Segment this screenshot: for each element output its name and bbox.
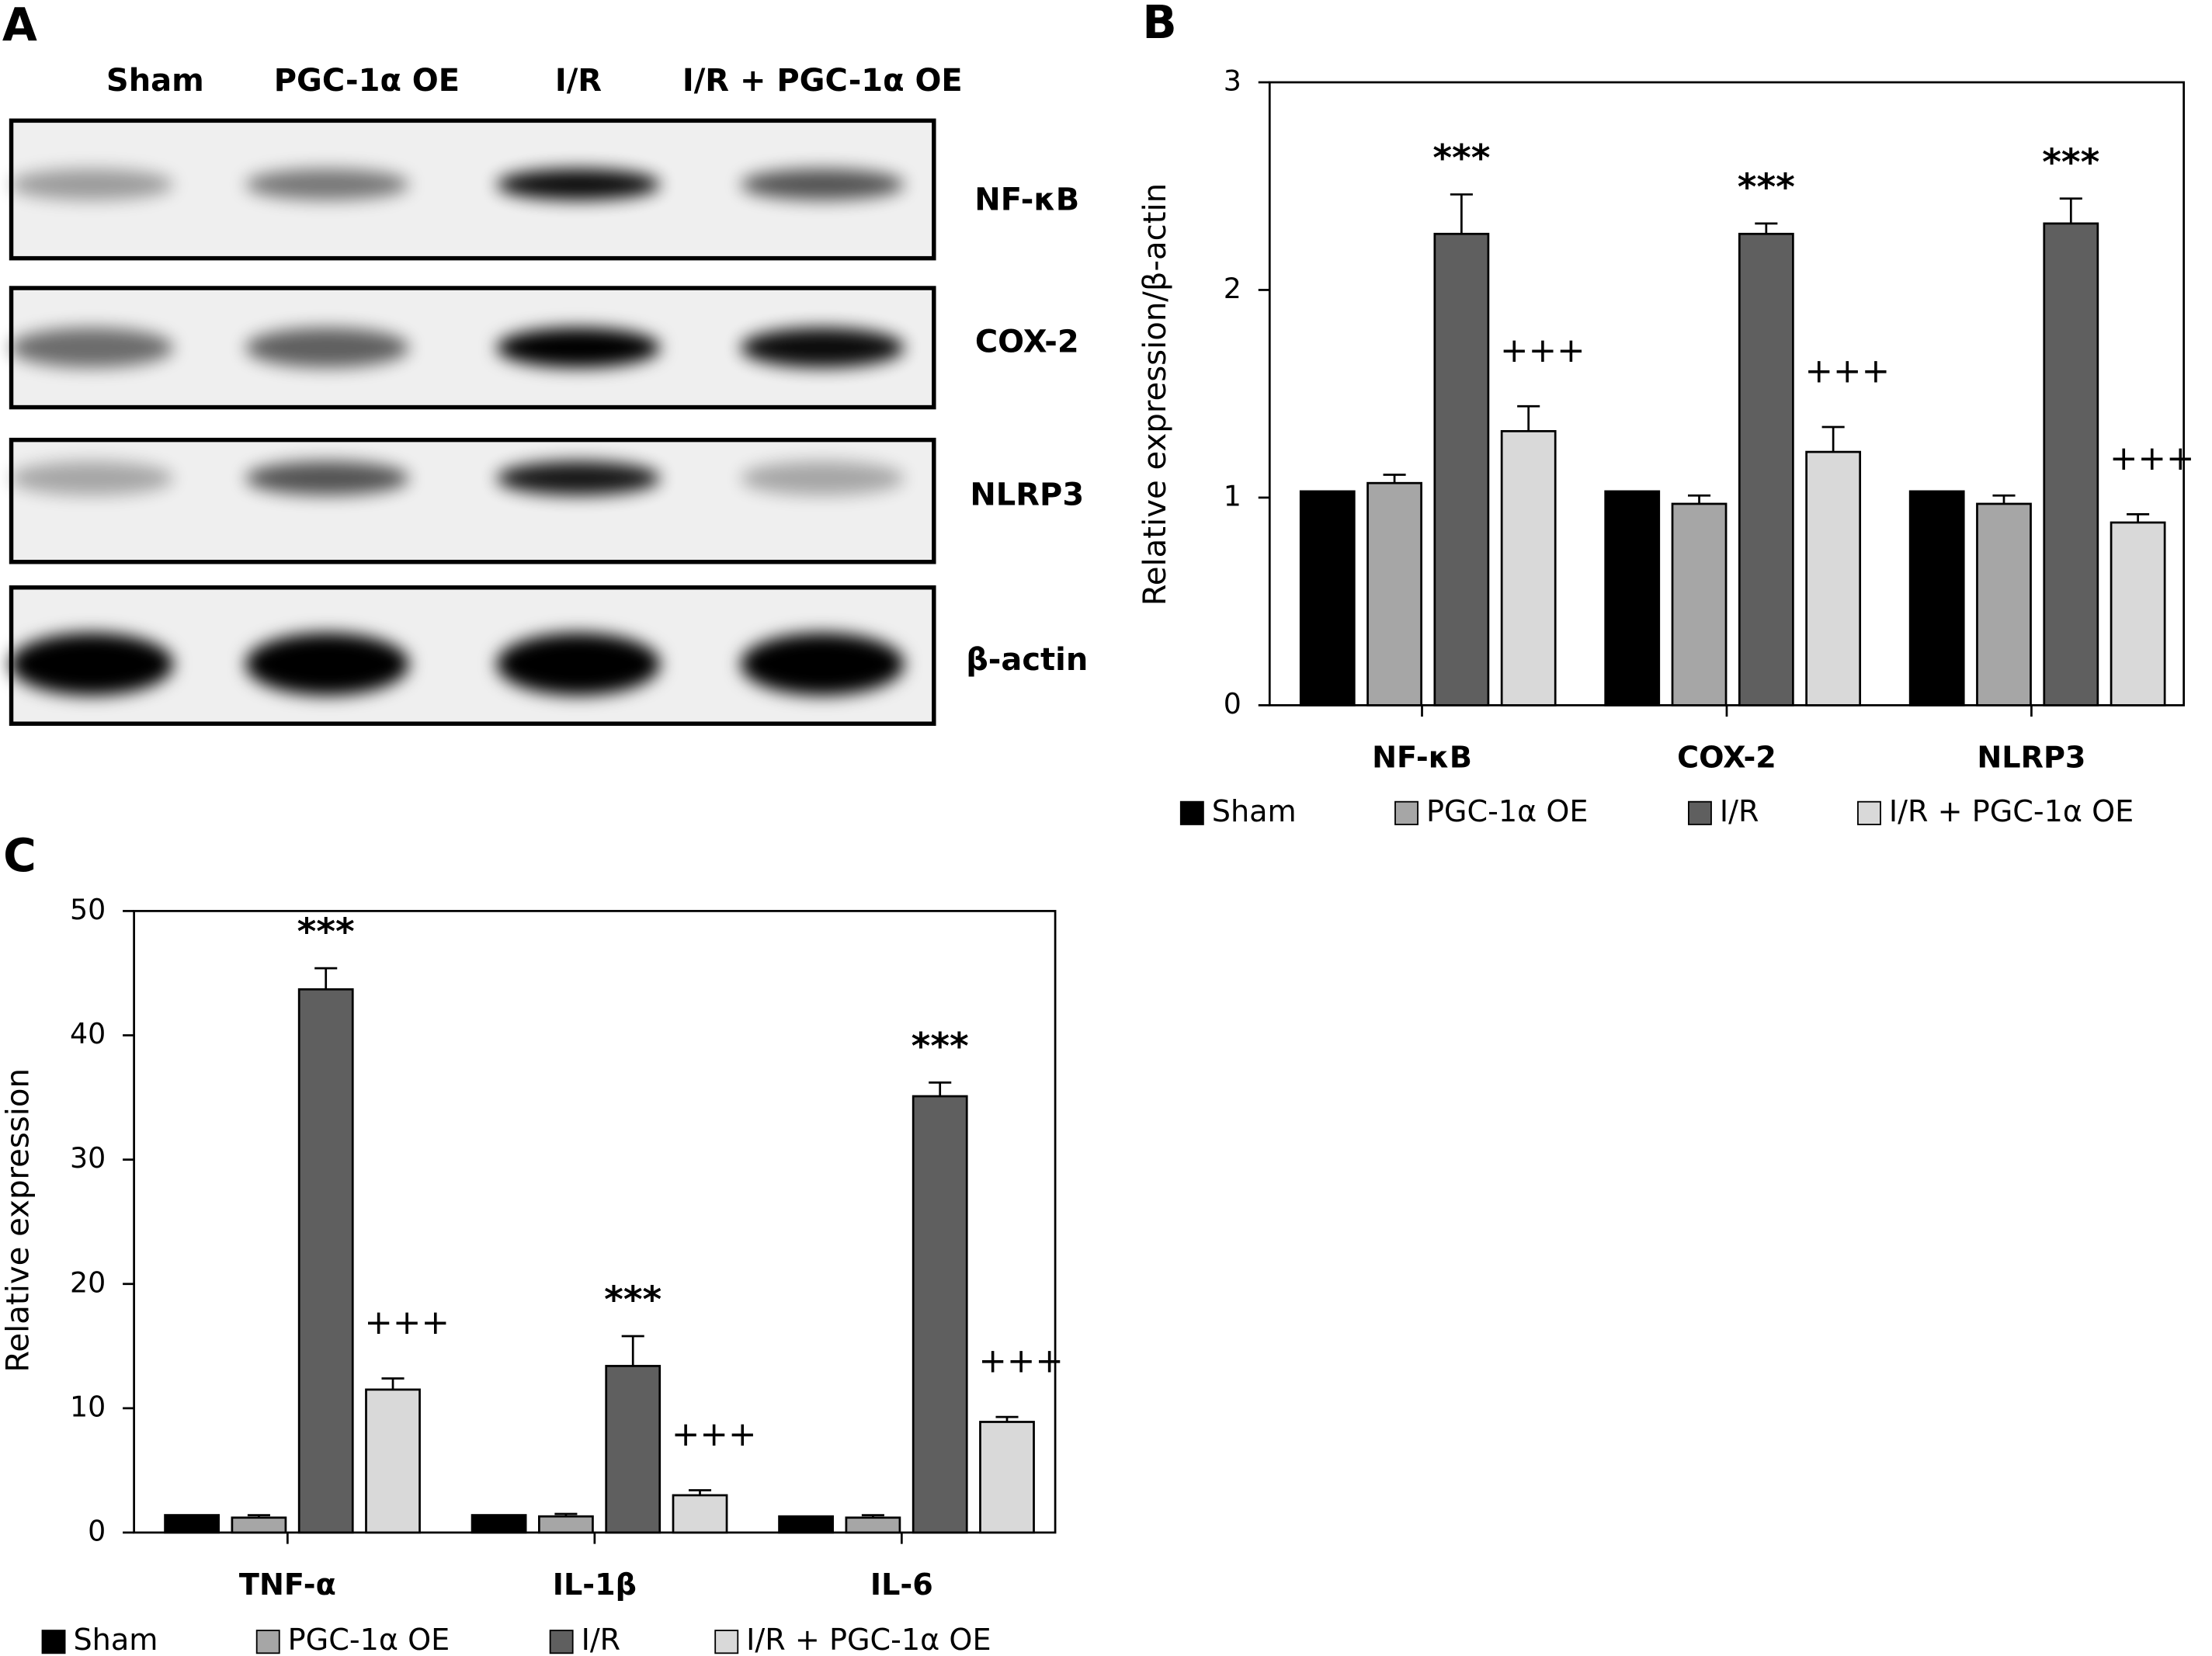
bar: [1604, 490, 1661, 706]
blot-band: [9, 168, 174, 200]
panel-label: B: [1142, 0, 1176, 49]
bar: [471, 1514, 527, 1534]
legend-label: I/R: [582, 1623, 621, 1656]
significance-label: +++: [2110, 439, 2195, 478]
legend-swatch: [549, 1630, 574, 1654]
blot-band: [245, 328, 409, 368]
significance-label: ***: [1432, 137, 1490, 179]
significance-label: +++: [672, 1415, 757, 1454]
y-axis-label: Relative expression: [1, 1068, 36, 1373]
y-tick-label: 2: [1224, 272, 1241, 305]
y-tick-label: 1: [1224, 479, 1241, 512]
blot-band: [245, 633, 409, 696]
significance-label: ***: [297, 911, 355, 953]
blot-band: [740, 461, 905, 495]
legend-swatch: [1857, 800, 1881, 825]
legend-swatch: [255, 1630, 280, 1654]
legend-label: I/R: [1720, 794, 1759, 829]
bar: [605, 1365, 662, 1534]
legend-swatch: [41, 1630, 66, 1654]
bar: [845, 1516, 901, 1534]
legend-label: I/R + PGC-1α OE: [746, 1623, 991, 1656]
lane-label: I/R: [555, 63, 602, 99]
y-tick-label: 3: [1224, 64, 1241, 97]
blot-band: [496, 328, 661, 368]
blot-band: [9, 461, 174, 495]
lane-label: I/R + PGC-1α OE: [682, 63, 963, 99]
blot-band: [740, 328, 905, 368]
bar: [1366, 481, 1422, 706]
bar: [2110, 521, 2166, 706]
blot-band: [9, 633, 174, 696]
bar: [1500, 429, 1557, 706]
bar: [1805, 450, 1862, 706]
bar: [365, 1388, 421, 1534]
blot-band: [740, 633, 905, 696]
legend-label: I/R + PGC-1α OE: [1889, 794, 2134, 829]
x-tick-label: TNF-α: [239, 1567, 336, 1602]
blot-band: [245, 168, 409, 200]
bar: [778, 1515, 834, 1534]
lane-label: Sham: [106, 63, 204, 99]
bar: [1671, 502, 1728, 706]
x-tick-label: NF-κB: [1372, 740, 1472, 775]
blot-band: [496, 168, 661, 200]
blot-band: [245, 461, 409, 495]
legend-label: Sham: [1212, 794, 1297, 829]
panel-label: A: [2, 0, 37, 52]
y-tick-label: 0: [1224, 687, 1241, 720]
blot-band: [496, 633, 661, 696]
y-tick-label: 0: [88, 1514, 106, 1547]
x-tick-label: NLRP3: [1977, 740, 2085, 775]
protein-label: NF-κB: [974, 182, 1079, 217]
significance-label: ***: [912, 1025, 969, 1068]
legend-swatch: [1394, 800, 1419, 825]
significance-label: ***: [1738, 166, 1795, 209]
bar: [912, 1095, 968, 1534]
bar: [164, 1514, 220, 1534]
significance-label: +++: [978, 1342, 1064, 1381]
bar: [538, 1515, 594, 1534]
significance-label: +++: [364, 1303, 450, 1342]
significance-label: +++: [1805, 351, 1891, 391]
y-tick-label: 40: [70, 1017, 106, 1050]
y-tick-label: 10: [70, 1390, 106, 1423]
bar: [1908, 490, 1965, 706]
panel-label: C: [3, 829, 36, 882]
y-tick-label: 20: [70, 1265, 106, 1299]
blot-band: [740, 168, 905, 200]
bar: [672, 1494, 728, 1534]
blot-box: [9, 437, 936, 564]
blot-band: [9, 328, 174, 368]
bar: [1738, 232, 1794, 706]
blot-band: [496, 461, 661, 495]
bar: [297, 988, 354, 1534]
y-tick-label: 50: [70, 893, 106, 926]
legend-swatch: [714, 1630, 739, 1654]
legend-label: PGC-1α OE: [1426, 794, 1589, 829]
bar: [979, 1421, 1035, 1534]
bar: [2043, 222, 2099, 706]
protein-label: COX-2: [975, 324, 1079, 359]
protein-label: NLRP3: [970, 477, 1084, 513]
bar: [1976, 502, 2032, 706]
lane-label: PGC-1α OE: [274, 63, 460, 99]
x-tick-label: IL-6: [870, 1567, 933, 1602]
legend-swatch: [1179, 800, 1204, 825]
legend-label: Sham: [73, 1623, 158, 1656]
legend-label: PGC-1α OE: [288, 1623, 450, 1656]
bar: [231, 1516, 287, 1534]
bar: [1299, 490, 1356, 706]
x-tick-label: IL-1β: [553, 1567, 637, 1602]
x-tick-label: COX-2: [1677, 740, 1776, 775]
significance-label: +++: [1500, 331, 1585, 370]
significance-label: ***: [2042, 141, 2099, 184]
legend-swatch: [1687, 800, 1712, 825]
significance-label: ***: [604, 1279, 662, 1321]
y-axis-label: Relative expression/β-actin: [1137, 183, 1173, 606]
protein-label: β-actin: [966, 642, 1088, 678]
bar: [1433, 232, 1490, 706]
y-tick-label: 30: [70, 1141, 106, 1175]
